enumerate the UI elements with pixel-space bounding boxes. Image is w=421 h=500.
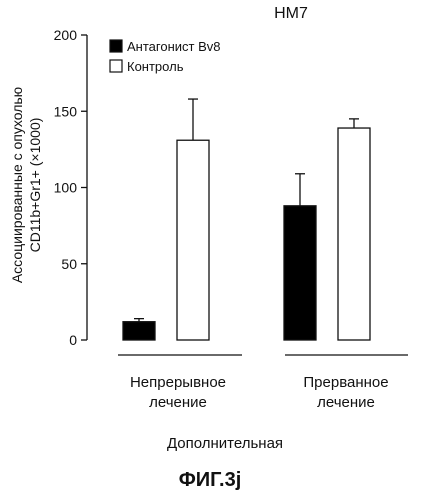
footer-label: Дополнительная bbox=[167, 435, 283, 452]
chart-title: HM7 bbox=[274, 5, 308, 22]
y-tick-label-2: 100 bbox=[54, 180, 78, 196]
legend-swatch-2 bbox=[110, 60, 122, 72]
x-tick-label-1-line2: лечение bbox=[149, 394, 207, 411]
legend-label-1: Антагонист Bv8 bbox=[127, 39, 220, 54]
y-tick-label-4: 200 bbox=[54, 27, 78, 43]
x-tick-label-2-line2: лечение bbox=[317, 394, 375, 411]
figure-label: ФИГ.3j bbox=[179, 469, 242, 491]
legend: Антагонист Bv8 Контроль bbox=[110, 39, 220, 74]
y-axis-label-line1: Ассоциированные с опухолью bbox=[9, 87, 25, 283]
x-tick-label-1-line1: Непрерывное bbox=[130, 374, 226, 391]
legend-swatch-1 bbox=[110, 40, 122, 52]
legend-label-2: Контроль bbox=[127, 59, 184, 74]
bar-2-2 bbox=[338, 128, 370, 340]
y-tick-label-3: 150 bbox=[54, 103, 78, 119]
bar-1-1 bbox=[123, 322, 155, 340]
y-axis: 0 50 100 150 200 bbox=[54, 27, 87, 348]
bars bbox=[123, 99, 370, 340]
x-tick-label-2-line1: Прерванное bbox=[303, 374, 388, 391]
y-tick-label-0: 0 bbox=[69, 332, 77, 348]
bar-1-2 bbox=[284, 206, 316, 340]
y-axis-label-line2: CD11b+Gr1+ (×1000) bbox=[27, 118, 43, 253]
bar-2-1 bbox=[177, 140, 209, 340]
y-tick-label-1: 50 bbox=[61, 256, 77, 272]
